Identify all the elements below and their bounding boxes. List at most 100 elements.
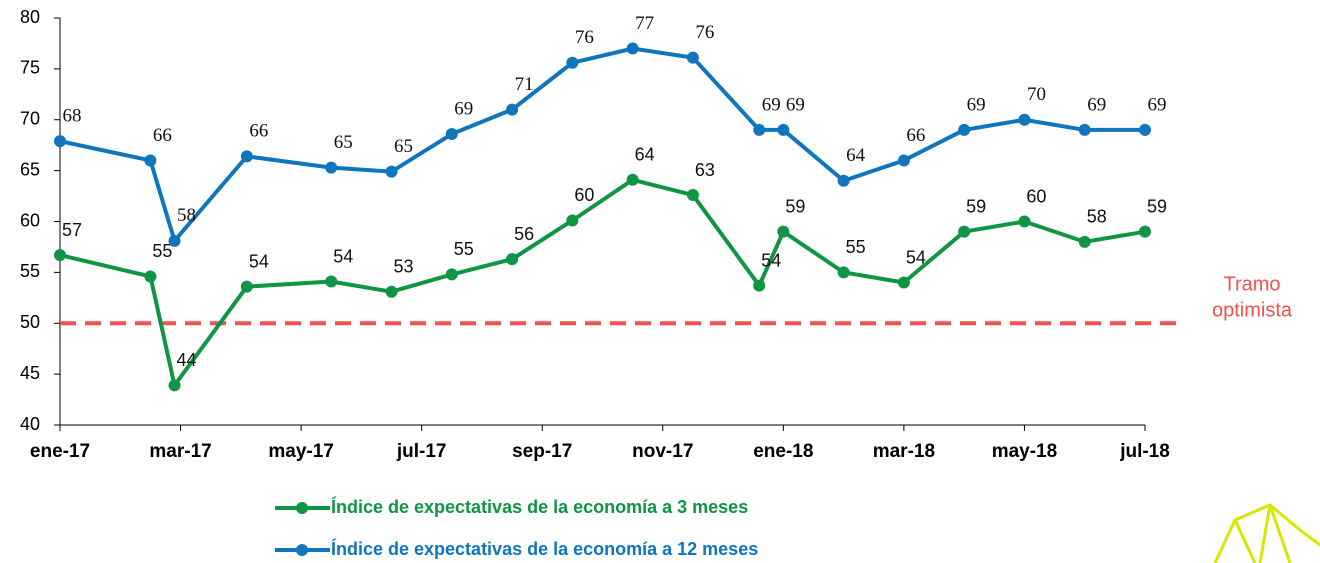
data-label: 63 <box>695 160 715 180</box>
point <box>144 154 157 167</box>
point <box>897 276 910 289</box>
data-label: 77 <box>635 13 654 34</box>
point <box>958 225 971 238</box>
y-tick-label: 45 <box>20 363 40 383</box>
point <box>240 150 253 163</box>
x-tick-label: may-17 <box>268 441 334 462</box>
point <box>325 275 338 288</box>
data-label: 56 <box>514 224 534 244</box>
x-tick-label: jul-17 <box>396 441 447 462</box>
point <box>566 56 579 69</box>
data-label: 57 <box>62 220 82 240</box>
data-label: 64 <box>846 145 866 166</box>
data-label: 60 <box>1026 186 1046 206</box>
point <box>753 123 766 136</box>
point <box>1078 235 1091 248</box>
data-label: 76 <box>575 27 594 48</box>
data-label: 58 <box>1087 207 1107 227</box>
data-label: 66 <box>249 121 268 142</box>
point <box>777 225 790 238</box>
data-label: 69 <box>786 94 805 115</box>
point <box>54 249 66 262</box>
y-tick-label: 55 <box>20 261 40 281</box>
point <box>626 42 639 55</box>
data-label: 59 <box>966 196 986 216</box>
logo <box>1213 503 1320 563</box>
point <box>144 270 157 283</box>
x-tick-label: may-18 <box>992 441 1058 462</box>
data-label: 69 <box>1087 94 1106 115</box>
x-tick-label: nov-17 <box>632 441 693 462</box>
point <box>325 161 338 174</box>
y-tick-label: 75 <box>20 58 40 78</box>
data-label: 55 <box>152 241 172 261</box>
point <box>445 127 458 140</box>
point <box>686 189 699 202</box>
point <box>385 285 398 298</box>
data-label: 54 <box>333 246 353 266</box>
x-tick-label: ene-18 <box>753 441 813 462</box>
reference-label: optimista <box>1212 300 1293 322</box>
data-label: 69 <box>967 94 986 115</box>
point <box>1139 225 1151 238</box>
point <box>626 173 639 186</box>
point <box>240 280 253 293</box>
data-label: 69 <box>454 98 473 119</box>
point <box>385 165 398 178</box>
legend-label: Índice de expectativas de la economía a … <box>331 538 758 559</box>
point <box>445 268 458 281</box>
y-tick-label: 40 <box>20 414 40 434</box>
point <box>753 279 766 292</box>
y-tick-label: 60 <box>20 210 40 230</box>
point <box>506 103 519 116</box>
x-tick-label: mar-17 <box>149 441 211 462</box>
x-tick-label: sep-17 <box>512 441 572 462</box>
data-label: 68 <box>63 105 82 126</box>
point <box>777 123 790 136</box>
y-tick-label: 70 <box>20 109 40 129</box>
data-label: 66 <box>153 125 172 146</box>
y-tick-label: 65 <box>20 159 40 179</box>
data-label: 64 <box>635 145 655 165</box>
point <box>168 234 181 247</box>
data-label: 53 <box>394 256 414 276</box>
data-label: 65 <box>334 132 353 153</box>
data-label: 60 <box>574 185 594 205</box>
data-label: 55 <box>454 239 474 259</box>
data-label: 54 <box>761 250 781 270</box>
data-label: 55 <box>846 237 866 257</box>
data-label: 59 <box>785 196 805 216</box>
x-tick-label: mar-18 <box>873 441 935 462</box>
point <box>837 174 850 187</box>
data-label: 58 <box>177 205 196 226</box>
data-label: 54 <box>249 251 269 271</box>
data-label: 65 <box>394 136 413 157</box>
data-label: 76 <box>695 22 714 43</box>
point <box>958 123 971 136</box>
data-label: 71 <box>515 74 534 95</box>
data-label: 69 <box>1148 94 1167 115</box>
point <box>506 253 519 266</box>
point <box>1018 215 1031 228</box>
reference-label: Tramo <box>1223 274 1280 296</box>
legend-marker <box>296 502 308 514</box>
legend-label: Índice de expectativas de la economía a … <box>331 496 748 517</box>
point <box>54 135 66 148</box>
point <box>1018 113 1031 126</box>
point <box>686 51 699 64</box>
point <box>1078 123 1091 136</box>
data-label: 66 <box>906 125 925 146</box>
y-tick-label: 80 <box>20 7 40 27</box>
point <box>897 154 910 167</box>
data-label: 69 <box>762 94 781 115</box>
legend-marker <box>296 544 308 556</box>
data-label: 44 <box>177 350 197 370</box>
data-label: 59 <box>1147 196 1167 216</box>
point <box>1139 123 1151 136</box>
point <box>837 266 850 279</box>
y-tick-label: 50 <box>20 312 40 332</box>
x-tick-label: jul-18 <box>1119 441 1170 462</box>
data-label: 70 <box>1027 84 1046 105</box>
x-tick-label: ene-17 <box>30 441 90 462</box>
